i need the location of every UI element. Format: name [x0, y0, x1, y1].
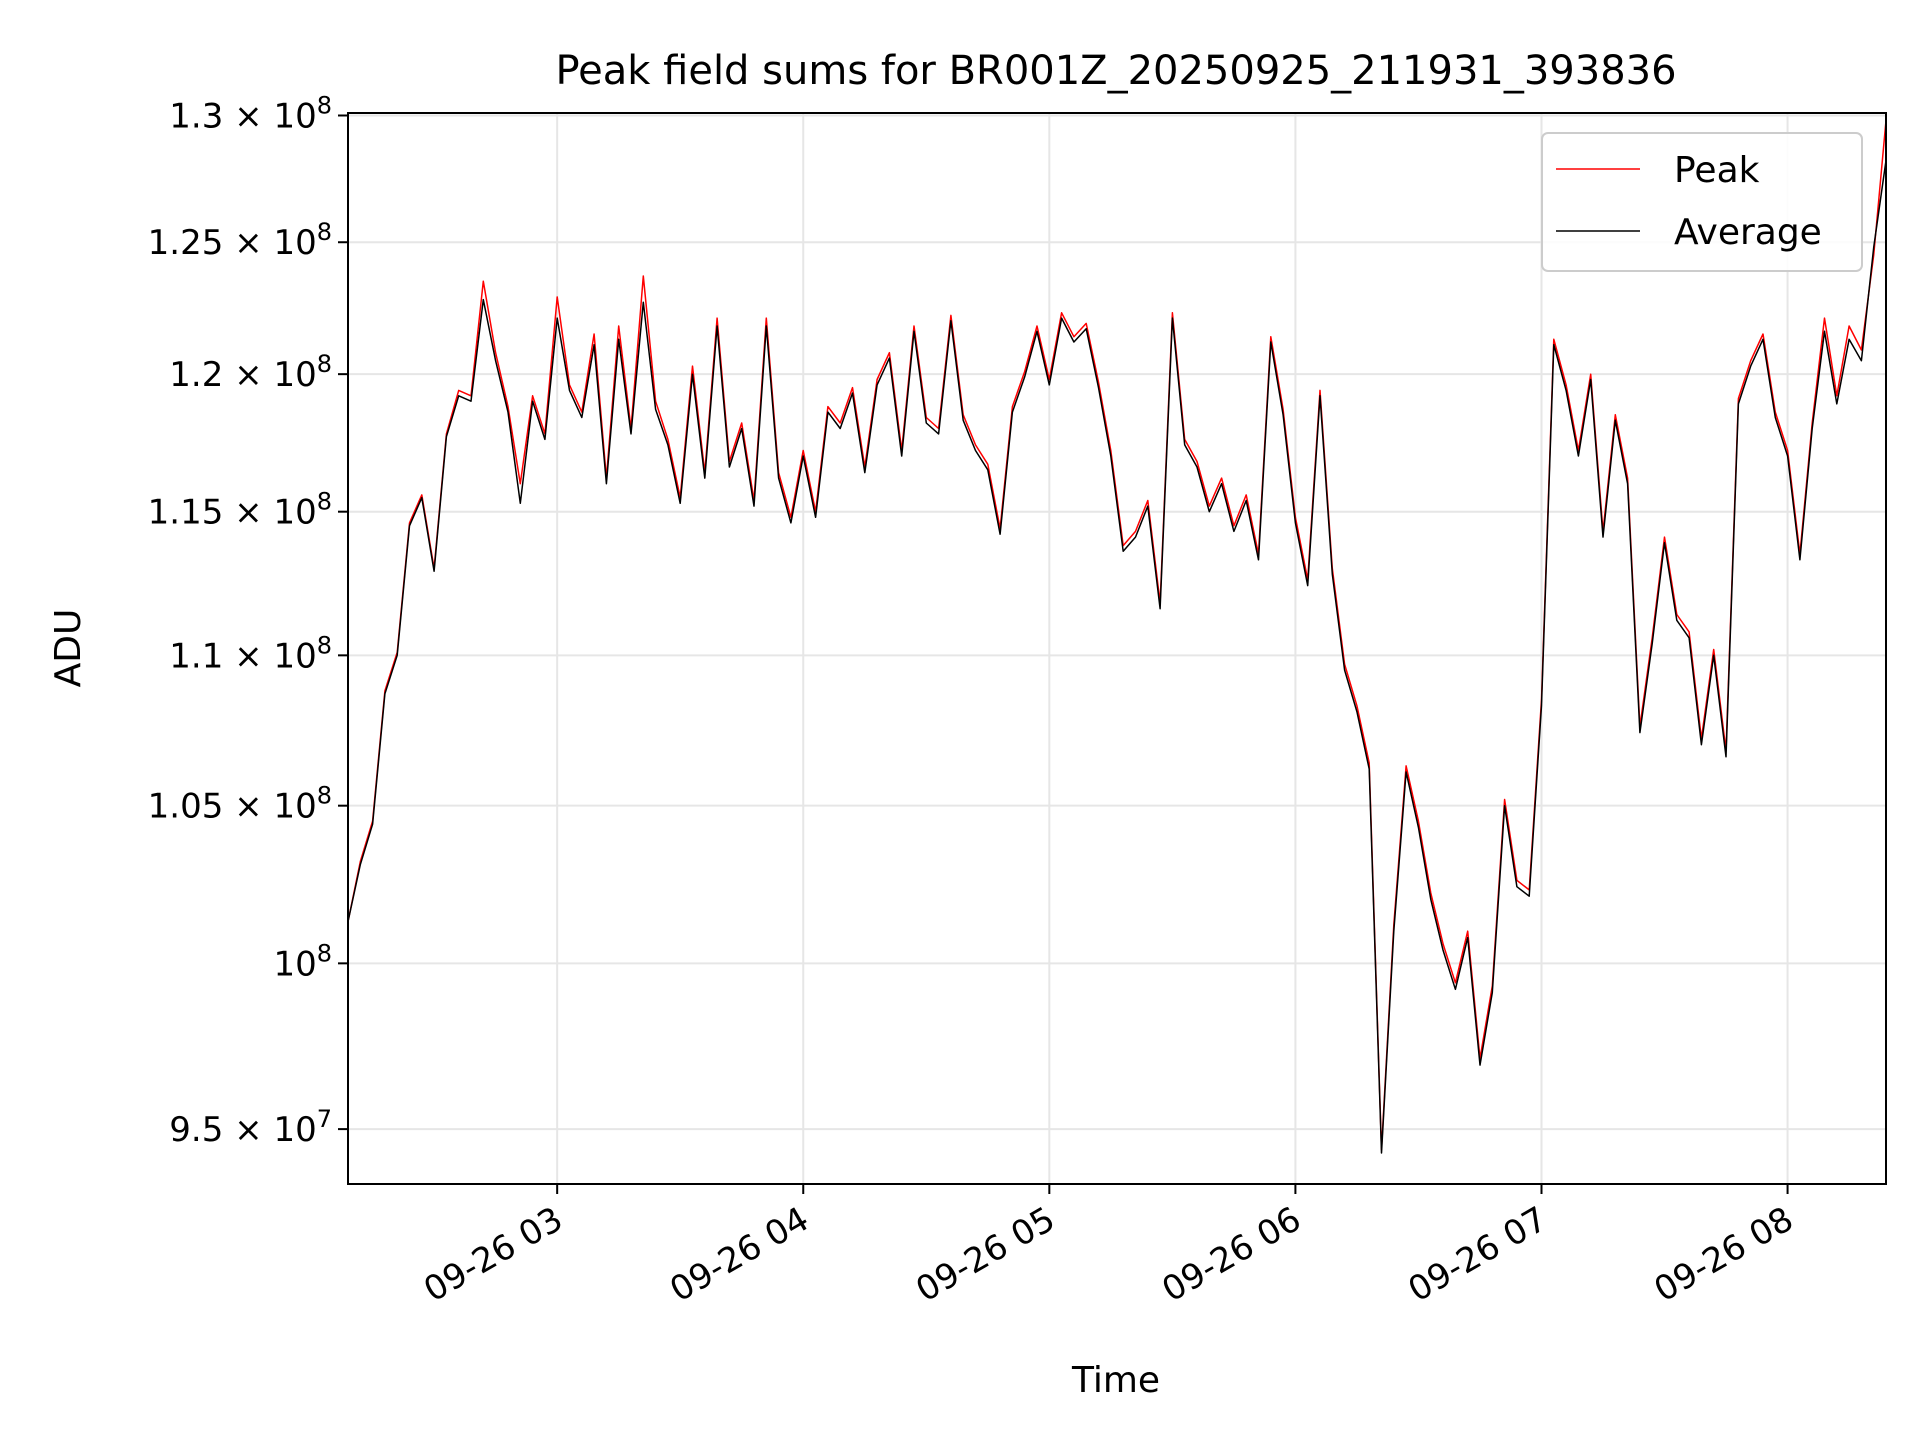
y-tick-label: 1.05 × 108: [148, 782, 332, 827]
y-tick-label: 1.25 × 108: [148, 218, 332, 263]
y-axis-label: ADU: [48, 609, 89, 688]
y-tick-label: 1.15 × 108: [148, 488, 332, 533]
y-tick-label: 9.5 × 107: [169, 1105, 332, 1150]
x-axis-label: Time: [1071, 1360, 1160, 1401]
y-ticks: 9.5 × 107 108 1.05 × 108 1.1 × 108 1.15 × 10…: [148, 91, 348, 1150]
plot-frame: [347, 112, 1887, 1185]
y-tick-label: 1.3 × 108: [169, 91, 332, 136]
legend-box: [1541, 132, 1863, 272]
legend-label-peak: Peak: [1674, 150, 1760, 191]
y-tick-label: 1.1 × 108: [169, 631, 332, 676]
y-tick-label: 108: [273, 939, 332, 984]
legend-label-average: Average: [1674, 212, 1822, 253]
series-layer: [347, 120, 1887, 1154]
y-tick-label: 1.2 × 108: [169, 350, 332, 395]
grid: [348, 113, 1886, 1184]
legend: Peak Average: [1541, 132, 1863, 272]
chart-title: Peak field sums for BR001Z_20250925_2119…: [555, 48, 1676, 94]
series-line-average: [347, 160, 1887, 1154]
